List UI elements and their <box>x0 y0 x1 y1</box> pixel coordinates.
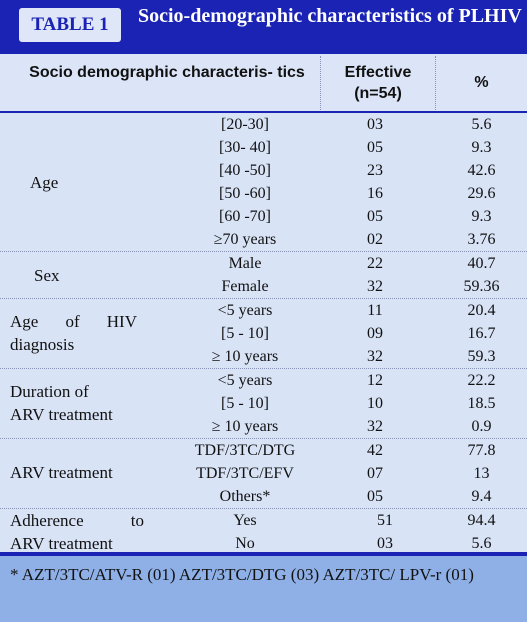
group-label-adherence-line1: Adherence to <box>10 511 144 530</box>
effective-cell: 03 <box>367 116 383 133</box>
category-cell: [50 -60] <box>219 185 271 202</box>
percent-cell: 20.4 <box>467 302 496 319</box>
percent-cell: 18.5 <box>467 395 496 412</box>
group-label-age: Age <box>30 173 59 192</box>
category-cell: [20-30] <box>221 116 269 133</box>
group-divider <box>0 298 527 299</box>
effective-cell: 05 <box>367 139 383 156</box>
effective-cell: 11 <box>367 302 383 319</box>
effective-cell: 07 <box>367 465 383 482</box>
category-cell: Female <box>221 278 269 295</box>
effective-cell: 51 <box>377 512 393 529</box>
category-cell: [5 - 10] <box>221 395 269 412</box>
table-title: Socio-demographic characteristics of PLH… <box>138 5 522 27</box>
column-header-percent: % <box>474 74 489 91</box>
effective-cell: 05 <box>367 208 383 225</box>
effective-cell: 09 <box>367 325 383 342</box>
percent-cell: 59.36 <box>463 278 500 295</box>
category-cell: [60 -70] <box>219 208 271 225</box>
category-cell: Yes <box>233 512 257 529</box>
category-cell: Others* <box>219 488 271 505</box>
percent-cell: 77.8 <box>467 442 496 459</box>
percent-cell: 22.2 <box>467 372 496 389</box>
group-label-duration-line1: Duration of <box>10 382 89 401</box>
column-header-effective: Effective (n=54) <box>344 64 412 102</box>
category-cell: [40 -50] <box>219 162 271 179</box>
effective-cell: 16 <box>367 185 383 202</box>
bottom-rule <box>0 552 527 556</box>
category-cell: [30- 40] <box>219 139 271 156</box>
group-divider <box>0 251 527 252</box>
category-cell: TDF/3TC/DTG <box>194 442 296 459</box>
category-cell: [5 - 10] <box>221 325 269 342</box>
group-label-diagnosis-line1: Age of HIV <box>10 312 137 331</box>
percent-cell: 5.6 <box>471 116 492 133</box>
category-cell: TDF/3TC/EFV <box>196 465 294 482</box>
percent-cell: 42.6 <box>467 162 496 179</box>
effective-cell: 32 <box>367 278 383 295</box>
table-number-badge: TABLE 1 <box>19 8 121 42</box>
effective-cell: 32 <box>367 418 383 435</box>
percent-cell: 59.3 <box>467 348 496 365</box>
category-cell: ≥ 10 years <box>211 418 279 435</box>
percent-cell: 94.4 <box>467 512 496 529</box>
category-cell: <5 years <box>217 372 273 389</box>
percent-cell: 9.4 <box>471 488 492 505</box>
category-cell: ≥70 years <box>213 231 277 248</box>
group-divider <box>0 438 527 439</box>
percent-cell: 0.9 <box>471 418 492 435</box>
table-body: Age [20-30] 03 5.6 [30- 40] 05 9.3 [40 -… <box>0 111 527 554</box>
effective-cell: 02 <box>367 231 383 248</box>
effective-cell: 03 <box>377 535 393 552</box>
category-cell: Male <box>228 255 262 272</box>
effective-cell: 23 <box>367 162 383 179</box>
table-number: TABLE 1 <box>31 14 109 35</box>
column-divider <box>320 56 321 110</box>
percent-cell: 13 <box>473 465 490 482</box>
effective-cell: 32 <box>367 348 383 365</box>
group-label-duration-line2: ARV treatment <box>10 405 113 424</box>
column-header-row: Socio demographic characteris- tics Effe… <box>0 56 527 110</box>
effective-cell: 22 <box>367 255 383 272</box>
column-header-characteristic: Socio demographic characteris- tics <box>29 64 305 81</box>
percent-cell: 3.76 <box>467 231 496 248</box>
percent-cell: 5.6 <box>471 535 492 552</box>
effective-cell: 42 <box>367 442 383 459</box>
effective-cell: 12 <box>367 372 383 389</box>
category-cell: No <box>235 535 255 552</box>
group-divider <box>0 508 527 509</box>
table-footer: * AZT/3TC/ATV-R (01) AZT/3TC/DTG (03) AZ… <box>0 556 527 622</box>
group-label-adherence-line2: ARV treatment <box>10 534 113 553</box>
column-divider <box>435 56 436 110</box>
category-cell: ≥ 10 years <box>211 348 279 365</box>
group-label-treatment: ARV treatment <box>10 463 113 482</box>
percent-cell: 9.3 <box>471 208 492 225</box>
effective-cell: 05 <box>367 488 383 505</box>
percent-cell: 9.3 <box>471 139 492 156</box>
effective-cell: 10 <box>367 395 383 412</box>
group-divider <box>0 368 527 369</box>
group-label-diagnosis-line2: diagnosis <box>10 335 75 354</box>
footnote: * AZT/3TC/ATV-R (01) AZT/3TC/DTG (03) AZ… <box>10 565 474 584</box>
percent-cell: 16.7 <box>467 325 496 342</box>
table-header: TABLE 1 Socio-demographic characteristic… <box>0 0 527 54</box>
group-label-sex: Sex <box>34 266 60 285</box>
category-cell: <5 years <box>217 302 273 319</box>
percent-cell: 29.6 <box>467 185 496 202</box>
percent-cell: 40.7 <box>467 255 496 272</box>
